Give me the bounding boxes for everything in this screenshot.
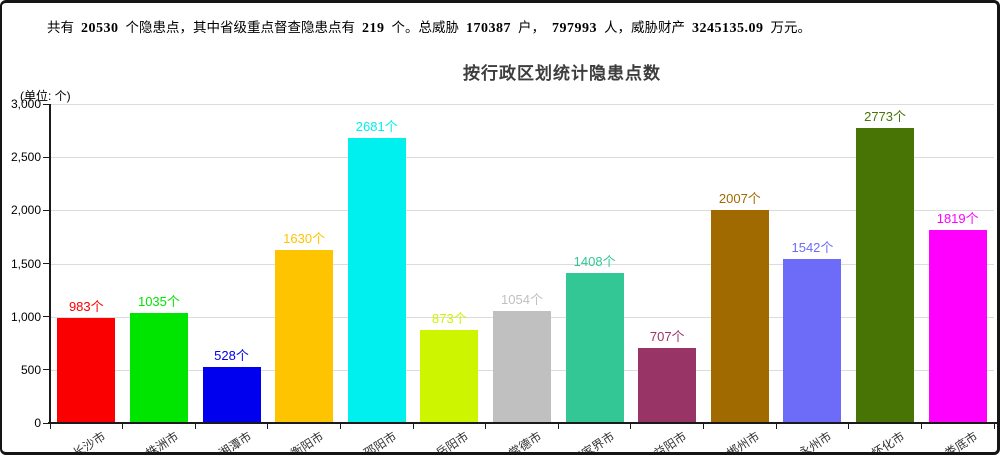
y-axis-tick-label: 3,000 [10, 97, 41, 111]
y-axis-tick [43, 369, 49, 371]
category-label: 怀化市 [869, 429, 908, 455]
unit-label: (单位: 个) [20, 89, 71, 103]
y-axis-tick [43, 422, 49, 424]
stat-value: 20530 [81, 21, 119, 36]
category-label: 湘潭市 [215, 429, 254, 455]
category-label: 郴州市 [724, 429, 762, 455]
chart-title: 按行政区划统计隐患点数 [463, 64, 661, 83]
category-label: 常德市 [506, 429, 545, 455]
bar[interactable] [856, 128, 915, 423]
x-axis-tick [775, 423, 777, 429]
bar[interactable] [783, 259, 842, 423]
x-axis-line [48, 422, 997, 424]
bar-value-label: 983个 [68, 299, 104, 314]
stat-text: 万元。 [770, 20, 812, 35]
bar[interactable] [57, 318, 116, 423]
stat-text: 户， [518, 20, 545, 35]
plot-area: 0 500 1,000 1,500 2,000 2,500 3,000 983个长沙市 1035… [11, 97, 997, 452]
category-label: 永州市 [796, 429, 835, 455]
stat-value: 219 [362, 21, 385, 36]
x-axis-tick [630, 423, 632, 429]
stat-text: 个隐患点，其中省级重点督查隐患点有 [125, 20, 356, 35]
y-axis-tick-label: 1,500 [10, 256, 41, 271]
x-axis-tick [848, 423, 850, 429]
stat-text: 人，威胁财产 [604, 20, 685, 35]
x-axis-tick [485, 423, 487, 429]
bar[interactable] [710, 210, 769, 423]
bar[interactable] [129, 313, 188, 423]
category-label: 娄底市 [941, 429, 980, 455]
bar-value-label: 1542个 [791, 240, 834, 255]
x-axis-tick [920, 423, 922, 429]
category-label: 益阳市 [651, 429, 690, 455]
x-axis-tick [557, 423, 559, 429]
gridline [50, 210, 994, 212]
stat-value: 170387 [466, 21, 511, 36]
bar[interactable] [347, 138, 406, 423]
category-label: 邵阳市 [361, 429, 399, 455]
y-axis-tick-label: 500 [20, 362, 41, 377]
gridline [50, 263, 994, 265]
bar-value-label: 1819个 [936, 211, 979, 226]
stat-text: 个。总威胁 [391, 20, 460, 35]
x-axis-tick [412, 423, 414, 429]
x-axis-tick [49, 423, 51, 429]
bar-value-label: 2773个 [864, 109, 907, 124]
stat-value: 3245135.09 [692, 21, 764, 36]
stat-text: 共有 [47, 20, 74, 35]
category-label: 株洲市 [143, 429, 182, 455]
category-label: 长沙市 [70, 429, 109, 455]
bar-value-label: 1630个 [283, 231, 326, 246]
y-axis-tick-label: 0 [34, 416, 41, 430]
y-axis-tick-label: 2,500 [10, 150, 41, 165]
bar[interactable] [928, 230, 987, 423]
y-axis-tick [43, 263, 49, 264]
y-axis-tick [43, 156, 49, 158]
x-axis-tick [267, 423, 269, 429]
category-label: 岳阳市 [433, 429, 472, 455]
bar[interactable] [202, 367, 261, 423]
y-axis-tick [43, 103, 49, 105]
x-axis-tick [703, 423, 705, 429]
x-axis-tick [122, 423, 124, 429]
gridline [50, 157, 994, 159]
bar-value-label: 528个 [214, 348, 249, 363]
bar-value-label: 1054个 [501, 292, 543, 307]
category-label: 张家界市 [568, 429, 617, 455]
x-axis-tick [339, 423, 341, 429]
bar[interactable] [420, 330, 479, 423]
summary-stats: 共有 20530 个隐患点，其中省级重点督查隐患点有 219 个。总威胁 170387 户，… [47, 16, 811, 37]
bar-value-label: 1035个 [137, 294, 180, 309]
bar[interactable] [493, 311, 551, 423]
x-axis-tick [194, 423, 196, 429]
bar[interactable] [565, 273, 624, 423]
bar-value-label: 1408个 [573, 254, 616, 269]
gridline [50, 104, 994, 105]
y-axis-line [49, 104, 51, 424]
category-label: 衡阳市 [288, 429, 327, 455]
x-axis-tick [993, 423, 995, 429]
y-axis-tick [43, 316, 49, 318]
bar-value-label: 873个 [432, 311, 467, 326]
bar[interactable] [638, 348, 697, 423]
y-axis-tick [43, 209, 49, 211]
y-axis-tick-label: 2,000 [10, 203, 41, 218]
bar-value-label: 2007个 [718, 191, 761, 206]
bar[interactable] [275, 250, 334, 423]
y-axis-tick-label: 1,000 [10, 309, 41, 324]
bar-value-label: 2681个 [355, 119, 398, 134]
bar-value-label: 707个 [649, 329, 685, 344]
stat-value: 797993 [552, 21, 597, 36]
